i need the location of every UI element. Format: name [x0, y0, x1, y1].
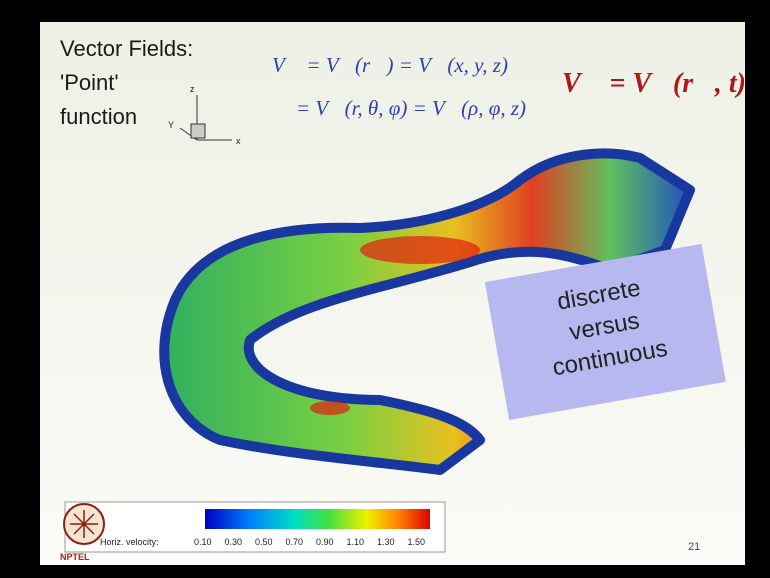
colorbar-tick-label: 0.10 [194, 537, 212, 547]
colorbar [205, 509, 430, 529]
colorbar-tick-label: 0.90 [316, 537, 334, 547]
colorbar-tick-label: 0.70 [286, 537, 304, 547]
axis-label: x [236, 136, 241, 146]
title-line: Vector Fields: [60, 36, 193, 61]
hotspot [310, 401, 350, 415]
colorbar-tick-label: 0.50 [255, 537, 273, 547]
colorbar-tick-label: 1.30 [377, 537, 395, 547]
nptel-logo [64, 504, 104, 544]
axis-label: z [190, 84, 195, 94]
slide-screenshot: Vector Fields: 'Point' function z Y x V⃗… [0, 0, 770, 578]
equation: V⃗ = V⃗(r⃗) = V⃗(x, y, z) [272, 53, 508, 77]
logo-text: NPTEL [60, 552, 90, 562]
equation-time: V⃗ = V⃗(r⃗, t) [562, 68, 746, 99]
colorbar-tick-label: 1.50 [408, 537, 426, 547]
colorbar-label: Horiz. velocity: [100, 537, 159, 547]
equation: = V⃗(r, θ, φ) = V⃗(ρ, φ, z) [296, 96, 526, 120]
hotspot [360, 236, 480, 264]
title-line: function [60, 104, 137, 129]
colorbar-tick-label: 1.10 [347, 537, 365, 547]
page-number: 21 [688, 541, 700, 553]
axis-label: Y [168, 120, 174, 130]
title-line: 'Point' [60, 70, 119, 95]
colorbar-tick-label: 0.30 [225, 537, 243, 547]
